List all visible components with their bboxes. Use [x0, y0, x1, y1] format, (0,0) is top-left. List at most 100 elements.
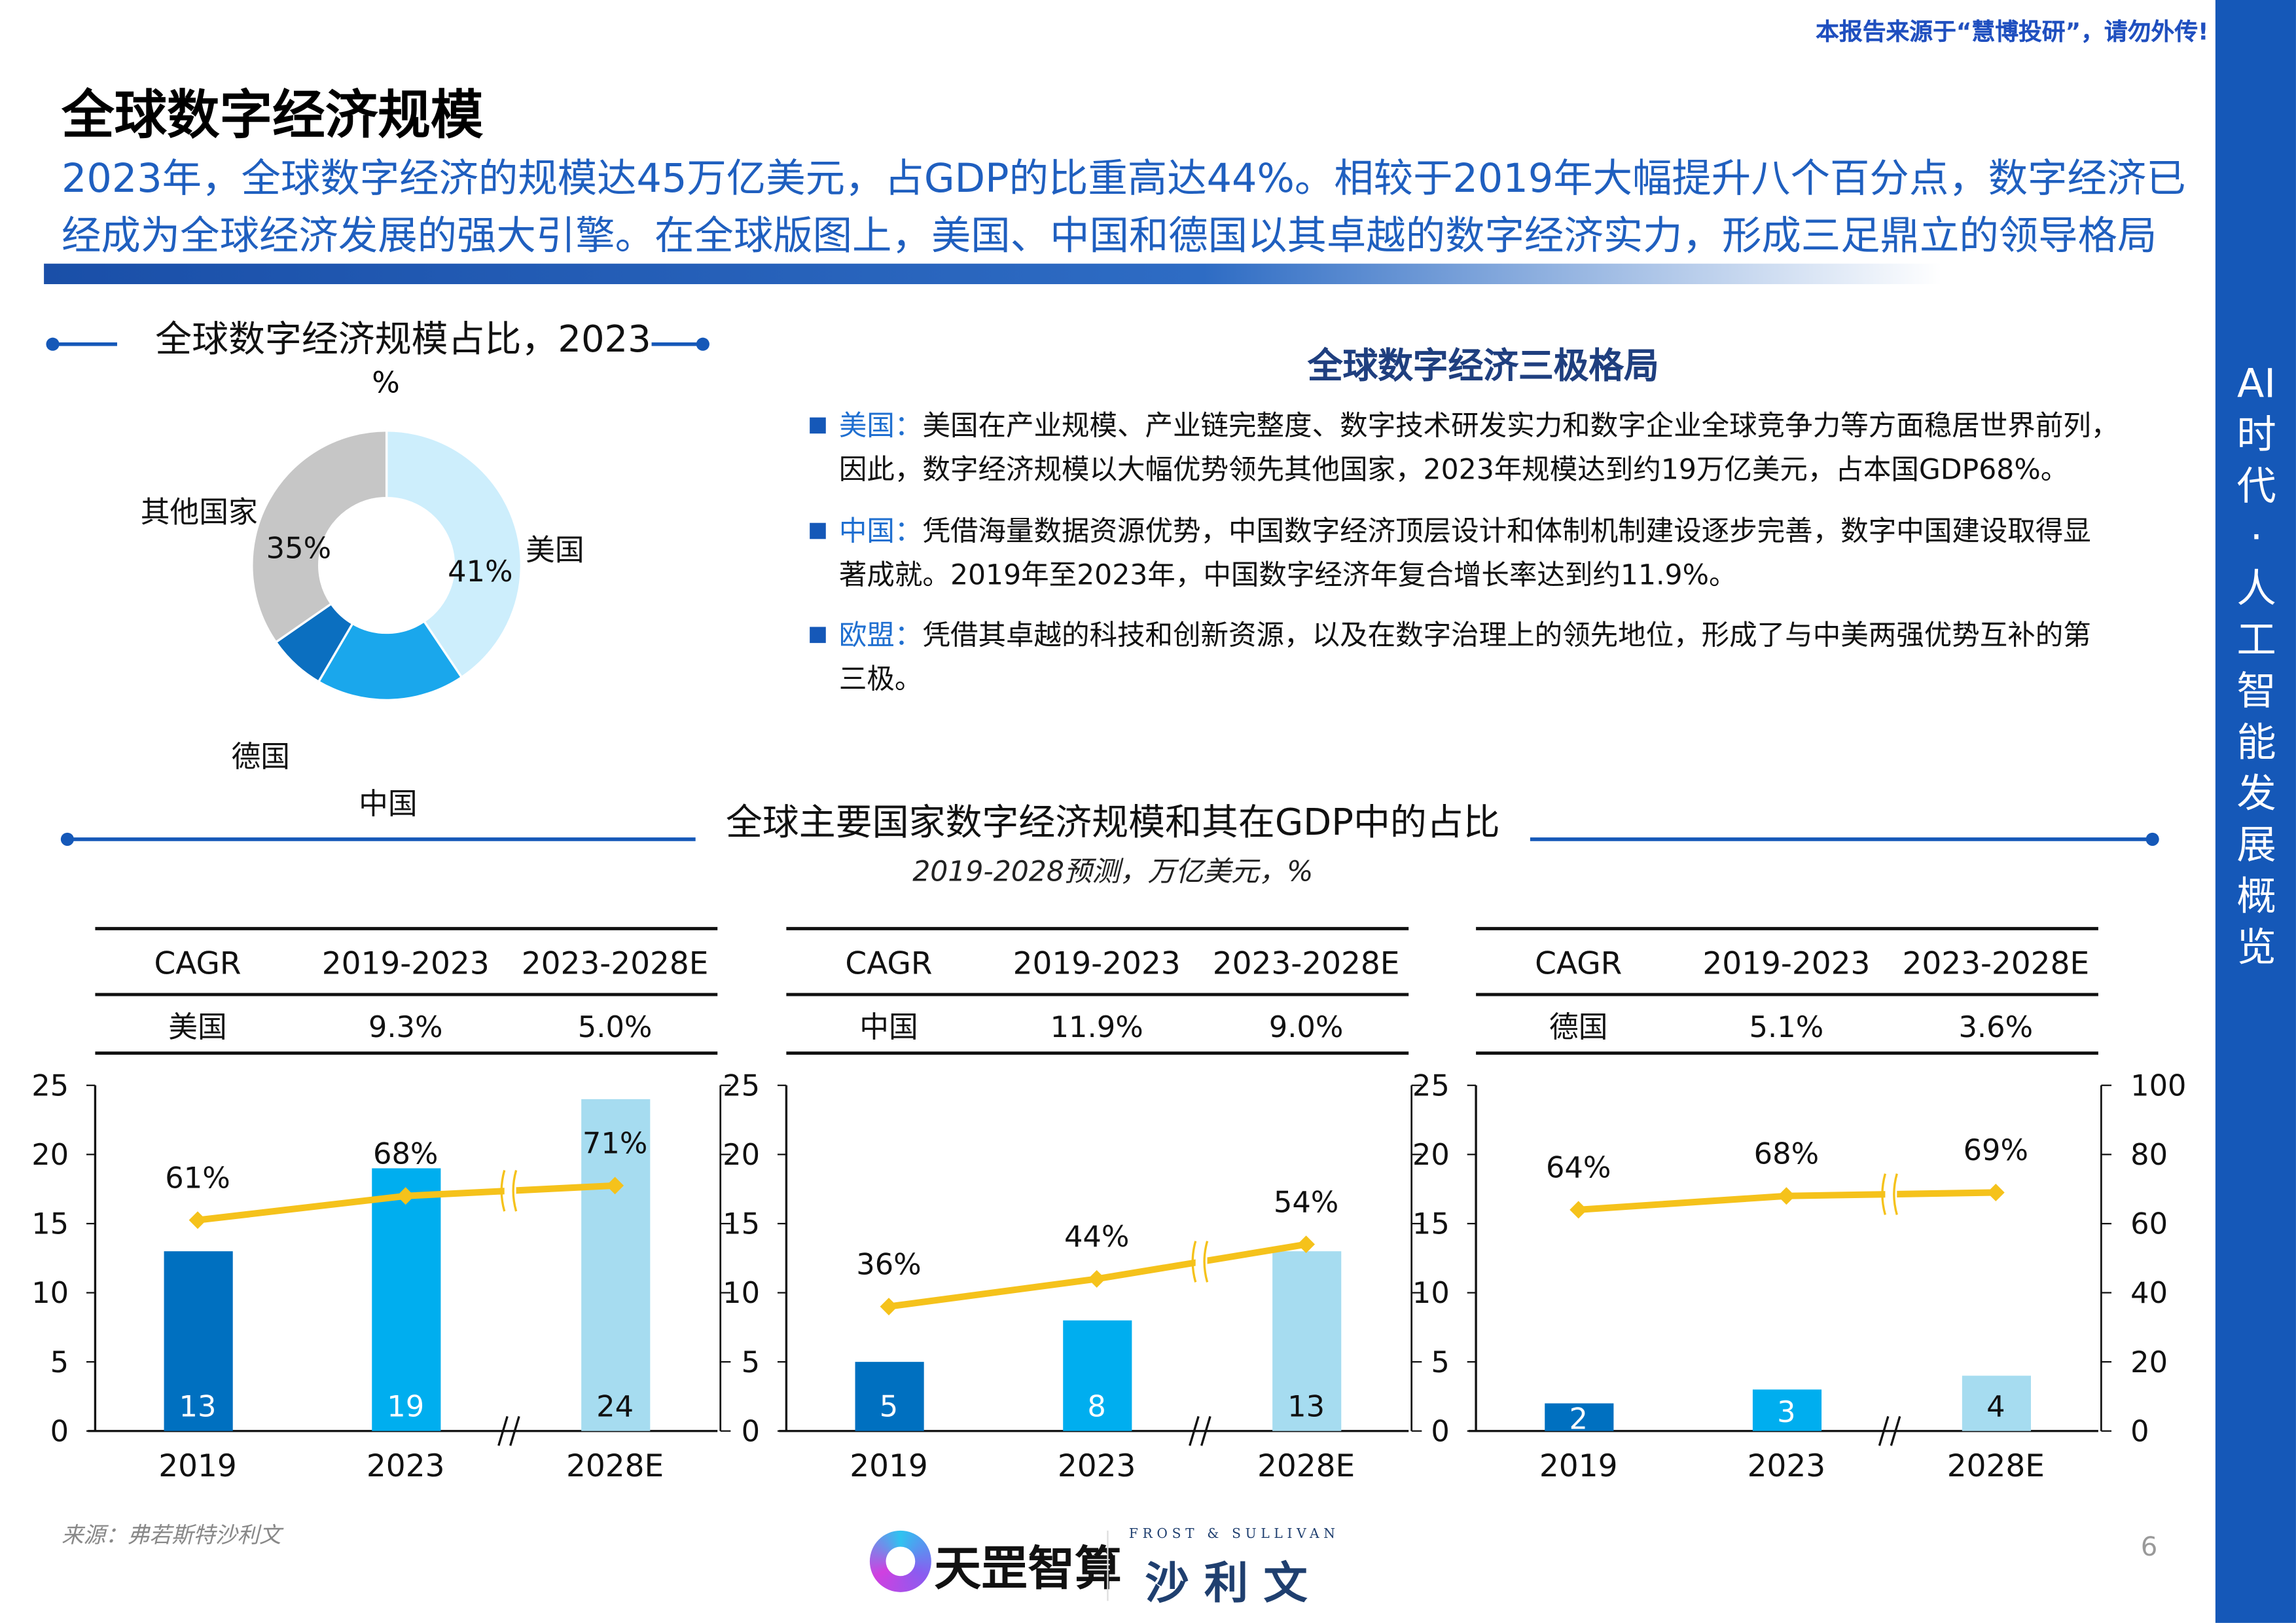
table-cell: 9.3%	[368, 1010, 443, 1044]
section-dot-right	[2145, 832, 2159, 846]
tiangang-logo-text: 天罡智算	[934, 1541, 1122, 1597]
bullet-square-icon	[810, 627, 826, 644]
bullet-text: 因此，数字经济规模以大幅优势领先其他国家，2023年规模达到约19万亿美元，占本…	[838, 454, 2069, 486]
axis-break-mark	[497, 1415, 520, 1446]
bar-value-label: 2	[1569, 1402, 1587, 1436]
line-value-label: 69%	[1964, 1133, 2028, 1167]
logo-divider	[1107, 1530, 1109, 1601]
donut-slice-3	[251, 429, 388, 644]
sidebar-title: AI时代·人工智能发展概览	[2236, 361, 2276, 972]
axis-break-mark	[1189, 1415, 1211, 1446]
donut-value-other: 35%	[266, 530, 332, 566]
bullet-cn: 中国：凭借海量数据资源优势，中国数字经济顶层设计和体制机制建设逐步完善，数字中国…	[810, 510, 2157, 598]
y-tick-label: 0	[50, 1413, 69, 1448]
y-tick-label: 5	[50, 1345, 69, 1379]
x-tick-label: 2028E	[566, 1448, 664, 1484]
donut-label-cn: 中国	[359, 786, 418, 821]
section-title: 全球主要国家数字经济规模和其在GDP中的占比	[725, 801, 1500, 844]
donut-label-de: 德国	[231, 739, 290, 775]
bar-2023	[372, 1168, 441, 1431]
x-tick-label: 2019	[850, 1448, 928, 1484]
y-tick-label: 25	[31, 1068, 69, 1103]
y-tick-label: 10	[723, 1275, 760, 1310]
heading-dot-right	[696, 337, 709, 351]
bar-value-label: 3	[1777, 1395, 1795, 1429]
table-header-cell: CAGR	[154, 946, 241, 982]
table-cell: 美国	[168, 1010, 226, 1044]
page-title: 全球数字经济规模	[61, 86, 484, 147]
x-tick-label: 2028E	[1257, 1448, 1355, 1484]
y-tick-label: 15	[723, 1207, 760, 1241]
line-break-mark	[1881, 1173, 1898, 1215]
bullet-square-icon	[810, 417, 826, 434]
donut-slice-1	[317, 619, 463, 701]
bullet-key: 中国：	[838, 515, 923, 548]
tripolar-title: 全球数字经济三极格局	[1307, 345, 1659, 387]
line-value-label: 44%	[1064, 1219, 1129, 1254]
table-header-cell: 2019-2023	[1013, 946, 1181, 982]
x-tick-label: 2023	[367, 1448, 445, 1484]
line-marker	[1570, 1201, 1588, 1219]
table-cell: 11.9%	[1050, 1010, 1143, 1044]
bar-value-label: 24	[596, 1389, 634, 1423]
table-cell: 3.6%	[1958, 1010, 2033, 1044]
table-header-cell: CAGR	[1535, 946, 1622, 982]
line-value-label: 68%	[373, 1137, 438, 1171]
donut-title: 全球数字经济规模占比，2023	[155, 318, 651, 361]
subtitle-line-2: 经成为全球经济发展的强大引擎。在全球版图上，美国、中国和德国以其卓越的数字经济实…	[61, 213, 2157, 259]
table-header-cell: CAGR	[845, 946, 932, 982]
table-header-cell: 2023-2028E	[1213, 946, 1400, 982]
x-tick-label: 2019	[1539, 1448, 1618, 1484]
y-tick-label: 25	[723, 1068, 760, 1103]
donut-value-de: 7%	[290, 684, 337, 720]
table-header-cell: 2023-2028E	[1902, 946, 2089, 982]
line-value-label: 61%	[165, 1160, 230, 1195]
bullet-text: 凭借其卓越的科技和创新资源，以及在数字治理上的领先地位，形成了与中美两强优势互补…	[922, 619, 2091, 652]
line-marker	[880, 1298, 898, 1316]
section-subtitle: 2019-2028预测，万亿美元，%	[912, 856, 1314, 888]
bullet-key: 欧盟：	[838, 619, 923, 652]
bar-2028E	[581, 1099, 651, 1431]
y-tick-label: 20	[31, 1137, 69, 1172]
table-header-cell: 2023-2028E	[522, 946, 709, 982]
source-notice: 本报告来源于“慧博投研”，请勿外传!	[1816, 17, 2209, 46]
y-tick-label: 15	[1412, 1207, 1450, 1241]
donut-chart	[251, 429, 523, 701]
page-number: 6	[2140, 1532, 2158, 1563]
bullet-square-icon	[810, 522, 826, 539]
line-value-label: 54%	[1274, 1184, 1338, 1219]
y-tick-label: 20	[723, 1137, 760, 1172]
table-header-cell: 2019-2023	[322, 946, 490, 982]
y2-tick-label: 60	[2130, 1207, 2168, 1241]
x-tick-label: 2019	[158, 1448, 237, 1484]
line-value-label: 68%	[1754, 1137, 1819, 1171]
x-tick-label: 2028E	[1947, 1448, 2045, 1484]
donut-value-cn: 18%	[353, 729, 420, 765]
y2-tick-label: 100	[2130, 1068, 2186, 1103]
y-tick-label: 10	[1412, 1275, 1450, 1310]
line-break-mark	[500, 1170, 518, 1212]
y-tick-label: 0	[742, 1413, 760, 1448]
table-header-cell: 2019-2023	[1702, 946, 1870, 982]
bar-value-label: 13	[1287, 1389, 1325, 1423]
table-cell: 德国	[1549, 1010, 1607, 1044]
bar-2019	[855, 1362, 924, 1431]
y-tick-label: 20	[1412, 1137, 1450, 1172]
axis-break-mark	[1878, 1415, 1901, 1446]
bar-2019	[1545, 1403, 1614, 1431]
y-tick-label: 5	[742, 1345, 760, 1379]
line-marker	[1777, 1187, 1795, 1205]
bar-2023	[1752, 1389, 1822, 1431]
frost-sullivan-logo-en: FROST & SULLIVAN	[1128, 1527, 1340, 1542]
y2-tick-label: 40	[2130, 1275, 2168, 1310]
y-tick-label: 10	[31, 1275, 69, 1310]
bar-2023	[1063, 1320, 1132, 1431]
bullet-text: 三极。	[838, 663, 923, 696]
bullet-text: 著成就。2019年至2023年，中国数字经济年复合增长率达到约11.9%。	[838, 559, 1737, 592]
donut-label-us: 美国	[526, 532, 584, 568]
frost-sullivan-logo-cn: 沙 利 文	[1145, 1558, 1308, 1610]
line-marker	[1986, 1184, 2005, 1201]
table-cell: 9.0%	[1269, 1010, 1344, 1044]
